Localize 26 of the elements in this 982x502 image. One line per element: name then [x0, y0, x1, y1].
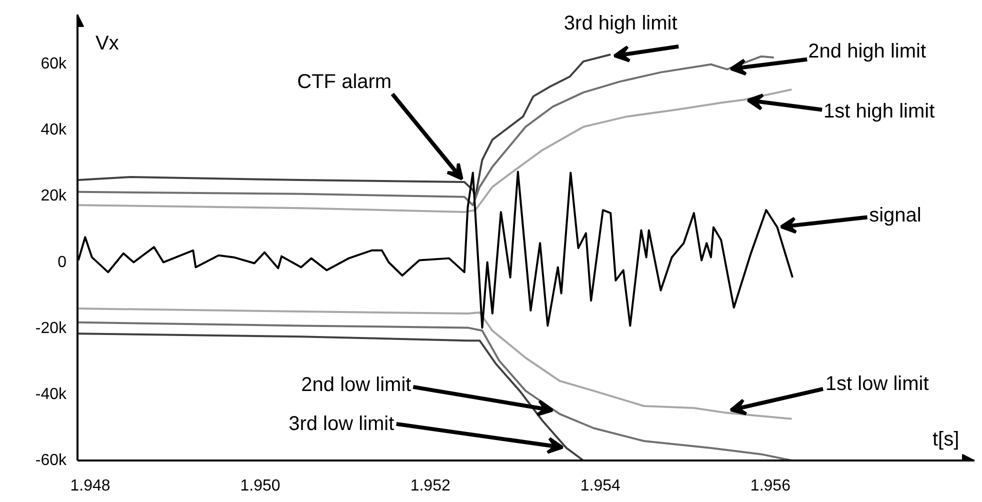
- y-tick-label: 60k: [40, 56, 68, 73]
- y-axis-title: Vx: [96, 32, 119, 54]
- annotation: signal: [869, 204, 922, 226]
- line-series: [78, 88, 793, 214]
- annotation: 1st high limit: [824, 100, 936, 123]
- x-tick-label: 1.954: [580, 478, 621, 494]
- line-series: [78, 53, 612, 198]
- annotation: 2nd low limit: [301, 374, 412, 396]
- annotation: 3rd high limit: [564, 12, 678, 34]
- y-tick-label: -40k: [35, 386, 68, 403]
- y-tick-label: -20k: [35, 320, 68, 337]
- y-tick-label: -60k: [35, 452, 68, 469]
- x-tick-label: 1.956: [750, 478, 791, 494]
- x-tick-label: 1.952: [410, 478, 450, 494]
- y-tick-label: 0: [58, 254, 67, 271]
- annotation: 2nd high limit: [808, 40, 926, 62]
- y-tick-label: 40k: [40, 122, 68, 139]
- annotation: 3rd low limit: [288, 412, 395, 435]
- x-tick-label: 1.948: [70, 478, 110, 494]
- y-tick-label: 20k: [40, 188, 68, 205]
- line-series: [78, 55, 775, 206]
- line-series: [78, 321, 793, 460]
- annotation: 1st low limit: [825, 372, 930, 395]
- x-axis-title: t[s]: [932, 428, 960, 450]
- annotation: CTF alarm: [297, 71, 392, 93]
- x-tick-label: 1.950: [240, 478, 280, 494]
